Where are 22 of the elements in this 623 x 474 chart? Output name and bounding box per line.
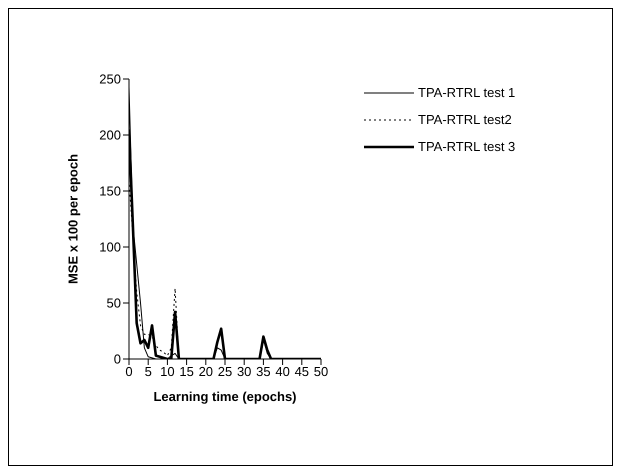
y-axis-title: MSE x 100 per epoch — [66, 154, 81, 284]
y-tick-label: 200 — [99, 128, 121, 143]
legend-label: TPA-RTRL test 3 — [418, 139, 516, 154]
y-tick-label: 100 — [99, 240, 121, 255]
x-tick-label: 40 — [275, 364, 290, 380]
x-tick-label: 5 — [144, 364, 152, 380]
y-tick-label: 250 — [99, 72, 121, 87]
x-tick-label: 20 — [198, 364, 214, 380]
x-tick-label: 35 — [256, 364, 271, 380]
x-tick-label: 0 — [125, 364, 133, 380]
x-tick-label: 10 — [160, 364, 175, 380]
y-tick-label: 150 — [99, 184, 121, 199]
legend-label: TPA-RTRL test 1 — [418, 85, 516, 100]
x-tick-label: 25 — [218, 364, 232, 380]
x-tick-label: 15 — [179, 364, 194, 380]
x-axis-title: Learning time (epochs) — [153, 389, 297, 404]
y-tick-label: 50 — [106, 296, 121, 311]
x-tick-label: 50 — [314, 364, 328, 380]
x-tick-label: 45 — [294, 364, 310, 380]
legend-label: TPA-RTRL test2 — [418, 112, 512, 127]
y-tick-label: 0 — [114, 352, 121, 367]
x-tick-label: 30 — [236, 364, 252, 380]
